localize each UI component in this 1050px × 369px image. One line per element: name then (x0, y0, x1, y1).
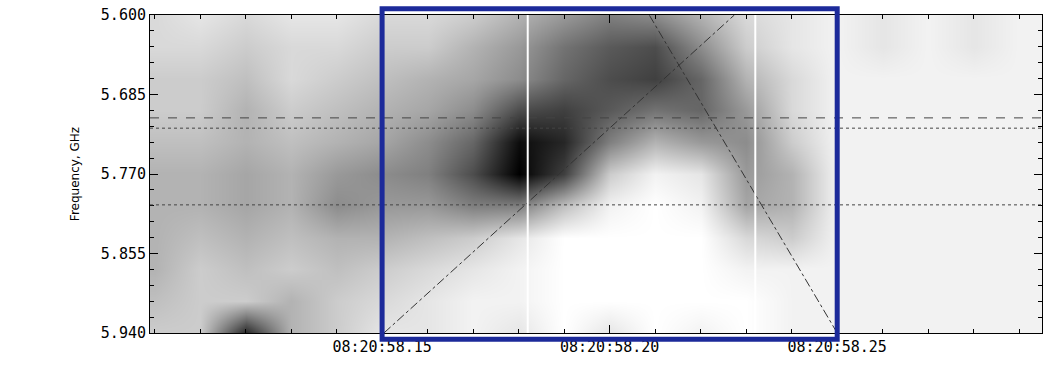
svg-text:5.600: 5.600 (101, 6, 146, 24)
svg-text:08:20:58.20: 08:20:58.20 (560, 338, 659, 356)
svg-text:5.940: 5.940 (101, 324, 146, 342)
svg-text:5.685: 5.685 (101, 86, 146, 104)
svg-text:5.855: 5.855 (101, 245, 146, 263)
svg-text:Frequency, GHz: Frequency, GHz (68, 127, 82, 221)
svg-text:08:20:58.25: 08:20:58.25 (788, 338, 887, 356)
svg-text:5.770: 5.770 (101, 165, 146, 183)
svg-text:08:20:58.15: 08:20:58.15 (332, 338, 431, 356)
